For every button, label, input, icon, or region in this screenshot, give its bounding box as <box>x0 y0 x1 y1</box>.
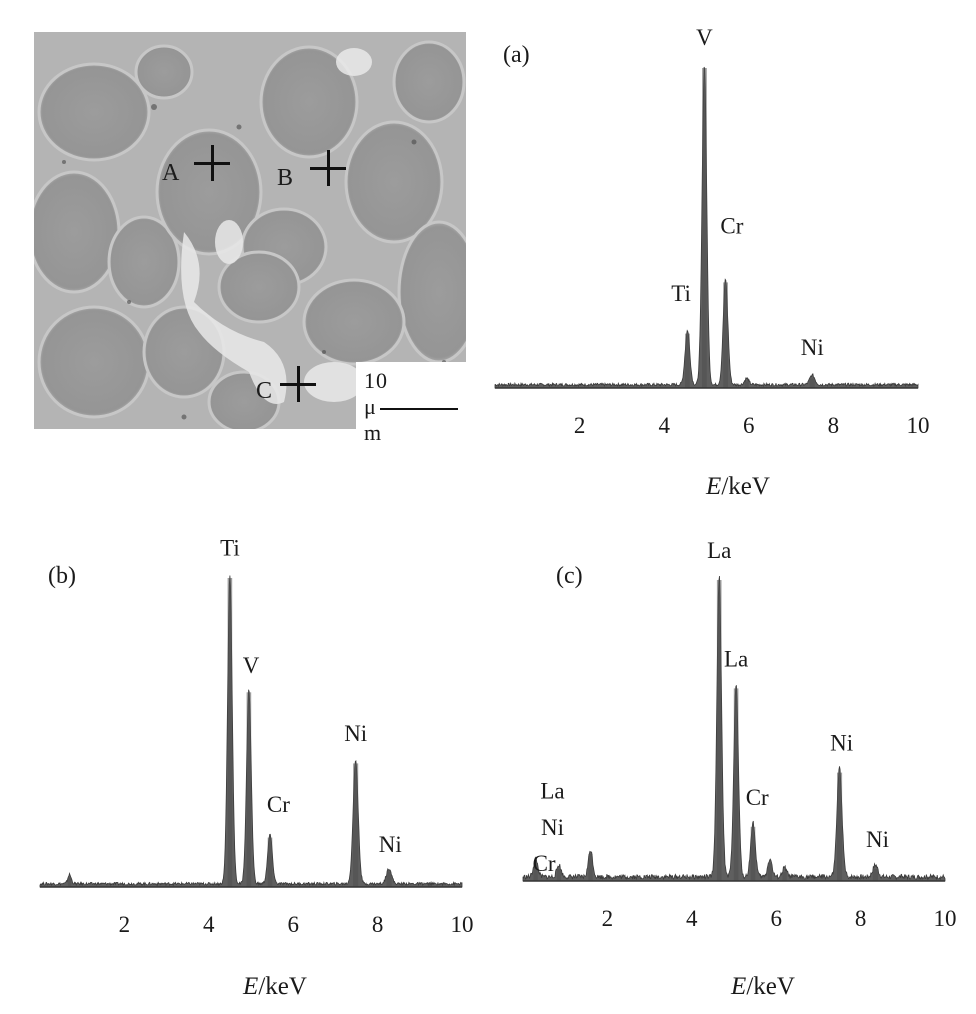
x-tick-label: 2 <box>574 413 586 438</box>
peak-annotation: Ni <box>379 832 402 857</box>
peak-annotation: La <box>724 646 748 671</box>
peak-annotation: Ni <box>866 827 889 852</box>
spectrum-peak <box>685 333 690 388</box>
spectrum-peak <box>723 282 728 388</box>
x-tick-label: 8 <box>828 413 840 438</box>
x-tick-label: 6 <box>287 912 299 937</box>
peak-annotation: V <box>243 653 260 678</box>
spectrum-peak <box>533 862 538 881</box>
sem-micrograph <box>34 32 466 429</box>
panel-label: (c) <box>556 563 583 589</box>
scale-bar-box <box>356 362 468 430</box>
x-tick-label: 10 <box>934 906 957 931</box>
scale-bar <box>380 408 458 410</box>
spectrum-peak <box>750 826 756 881</box>
x-axis-label: E/keV <box>730 973 795 1000</box>
spectrum-panel-c: 2 4 6 8 10 E/keV (c) La La Cr Ni Ni La Ni Cr <box>522 538 957 1000</box>
spectrum-panel-b: 2 4 6 8 10 E/keV (b) Ti V Cr Ni Ni <box>39 536 474 1000</box>
peak-annotation: Ni <box>801 335 824 360</box>
cross-marker-b-icon <box>310 150 346 186</box>
x-tick-label: 10 <box>907 413 930 438</box>
x-tick-label: 10 <box>451 912 474 937</box>
x-axis-label: E/keV <box>705 473 770 500</box>
spectrum-peak <box>837 772 843 881</box>
spectrum-peak <box>67 877 72 887</box>
x-axis-label: E/keV <box>242 973 307 1000</box>
peak-annotation: V <box>696 25 713 50</box>
marker-label-c: C <box>256 378 273 404</box>
spectrum-peak <box>716 580 722 881</box>
spectrum-peak <box>246 692 252 887</box>
marker-label-b: B <box>277 165 294 191</box>
peak-annotation: Cr <box>746 785 769 810</box>
spectrum-peak <box>556 869 561 881</box>
spectrum-peak <box>872 869 878 881</box>
spectrum-peak <box>386 871 392 887</box>
peak-annotation: Ti <box>671 281 691 306</box>
spectrum-panel-a: 2 4 6 8 10 E/keV (a) V Cr Ti Ni <box>494 25 930 500</box>
panel-label: (b) <box>48 563 76 589</box>
spectrum-peak <box>767 862 772 881</box>
peak-annotation: Cr <box>720 214 743 239</box>
spectrum-peak <box>809 378 815 388</box>
peak-annotation: Ni <box>541 815 564 840</box>
x-tick-label: 4 <box>686 906 698 931</box>
marker-label-a: A <box>162 160 180 186</box>
spectrum-peak <box>227 578 233 887</box>
peak-annotation: Cr <box>533 851 556 876</box>
x-tick-label: 6 <box>770 906 782 931</box>
peak-annotation: Ni <box>830 731 853 756</box>
peak-annotation: La <box>540 779 564 804</box>
peak-annotation: Cr <box>267 792 290 817</box>
peak-annotation: La <box>707 538 731 563</box>
spectrum-peak <box>733 688 739 881</box>
peak-annotation: Ni <box>344 721 367 746</box>
micrograph-image <box>34 32 466 429</box>
x-tick-label: 2 <box>602 906 614 931</box>
spectrum-peak <box>353 763 359 887</box>
spectrum-peak <box>588 853 593 881</box>
spectrum-peak <box>744 381 749 388</box>
spectrum-peak <box>267 837 273 887</box>
x-tick-label: 4 <box>203 912 215 937</box>
x-tick-label: 2 <box>119 912 131 937</box>
panel-label: (a) <box>503 42 530 68</box>
x-tick-label: 6 <box>743 413 755 438</box>
spectrum-peak <box>782 872 787 881</box>
cross-marker-a-icon <box>194 145 230 181</box>
x-tick-label: 8 <box>372 912 384 937</box>
x-tick-label: 4 <box>658 413 670 438</box>
peak-annotation: Ti <box>220 536 240 561</box>
spectrum-peak <box>702 68 707 388</box>
cross-marker-c-icon <box>280 366 316 402</box>
scale-bar-label: 10 μ m <box>364 368 388 445</box>
x-tick-label: 8 <box>855 906 867 931</box>
